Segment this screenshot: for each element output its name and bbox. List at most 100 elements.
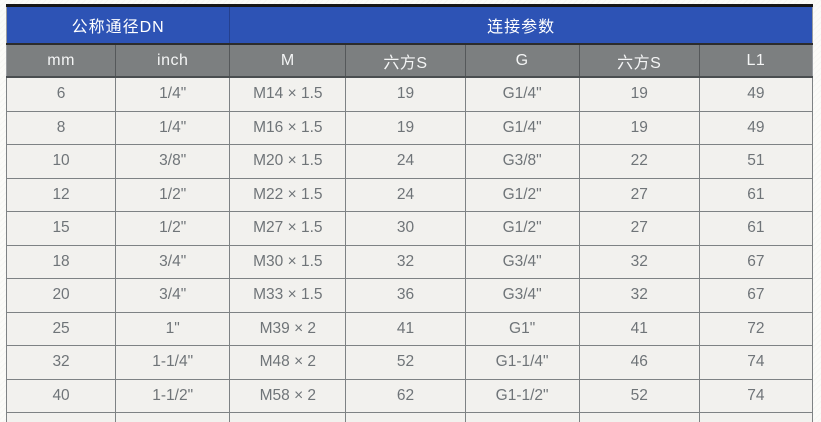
table-cell: 12 bbox=[5, 177, 117, 212]
table-cell: 1/2" bbox=[115, 211, 231, 246]
table-cell: 30 bbox=[345, 211, 466, 246]
table-cell: 1-1/2" bbox=[115, 378, 231, 413]
table-cell: 52 bbox=[345, 345, 466, 380]
table-cell: 24 bbox=[345, 144, 466, 179]
table-cell: G1" bbox=[464, 311, 580, 346]
table-cell: 32 bbox=[5, 345, 117, 380]
table-cell: 41 bbox=[578, 311, 700, 346]
table-cell: 74 bbox=[698, 345, 814, 380]
table-cell: 1/4" bbox=[115, 77, 231, 112]
table-cell: 67 bbox=[698, 278, 814, 313]
table-cell: 72 bbox=[345, 412, 466, 422]
table-cell: G1/2" bbox=[464, 177, 580, 212]
table-row: 12 1/2" M22 × 1.5 24 G1/2" 27 61 bbox=[5, 177, 814, 212]
column-header-cell: G bbox=[465, 44, 580, 78]
table-cell: 72 bbox=[698, 311, 814, 346]
table-cell: M30 × 1.5 bbox=[229, 244, 347, 279]
table-row: 32 1-1/4" M48 × 2 52 G1-1/4" 46 74 bbox=[5, 345, 814, 380]
table-cell: 19 bbox=[578, 110, 700, 145]
table-cell: 41 bbox=[345, 311, 466, 346]
table-cell: 18 bbox=[5, 244, 117, 279]
column-header-cell: 六方S bbox=[579, 44, 700, 78]
table-cell: 27 bbox=[578, 211, 700, 246]
table-cell: 1-1/4" bbox=[115, 345, 231, 380]
table-cell: 46 bbox=[578, 345, 700, 380]
table-cell: 3/4" bbox=[115, 244, 231, 279]
column-header-cell: mm bbox=[6, 44, 117, 78]
table-cell: 32 bbox=[578, 244, 700, 279]
table-cell: G3/4" bbox=[464, 244, 580, 279]
table-cell: 15 bbox=[5, 211, 117, 246]
table-cell: 20 bbox=[5, 278, 117, 313]
table-row: 18 3/4" M30 × 1.5 32 G3/4" 32 67 bbox=[5, 244, 814, 279]
table-body: 6 1/4" M14 × 1.5 19 G1/4" 19 49 8 1/4" M16 × 1.5 1… bbox=[5, 77, 814, 422]
table-row: 8 1/4" M16 × 1.5 19 G1/4" 19 49 bbox=[5, 110, 814, 145]
table-row: 40 1-1/2" M58 × 2 62 G1-1/2" 52 74 bbox=[5, 378, 814, 413]
column-header-cell: 六方S bbox=[345, 44, 466, 78]
table-cell: M70 × 2 bbox=[229, 412, 347, 422]
connection-parameters-table: 公称通径DN 连接参数 mm inch M 六方S G 六方S L1 6 1/4" M14 × 1… bbox=[5, 4, 814, 422]
table-cell: 61 bbox=[698, 211, 814, 246]
table-cell: 67 bbox=[698, 244, 814, 279]
table-row: 6 1/4" M14 × 1.5 19 G1/4" 19 49 bbox=[5, 77, 814, 112]
table-cell: 10 bbox=[5, 144, 117, 179]
table-cell: M39 × 2 bbox=[229, 311, 347, 346]
table-cell: 50 bbox=[5, 412, 117, 422]
table-row: 502"M70 × 272G2"6280 bbox=[5, 412, 814, 422]
table-cell: 49 bbox=[698, 77, 814, 112]
table-cell: M48 × 2 bbox=[229, 345, 347, 380]
table-row: 25 1" M39 × 2 41 G1" 41 72 bbox=[5, 311, 814, 346]
header-group-cell: 连接参数 bbox=[229, 5, 813, 45]
table-cell: G3/8" bbox=[464, 144, 580, 179]
table-cell: M14 × 1.5 bbox=[229, 77, 347, 112]
column-header-cell: inch bbox=[115, 44, 231, 78]
column-header-cell: M bbox=[229, 44, 347, 78]
table-cell: 62 bbox=[578, 412, 700, 422]
header-group-cell: 公称通径DN bbox=[6, 5, 231, 45]
table-cell: 1" bbox=[115, 311, 231, 346]
column-header-row: mm inch M 六方S G 六方S L1 bbox=[6, 44, 813, 78]
table-cell: 8 bbox=[5, 110, 117, 145]
column-header-cell: L1 bbox=[699, 44, 813, 78]
table-row: 20 3/4" M33 × 1.5 36 G3/4" 32 67 bbox=[5, 278, 814, 313]
table-cell: 2" bbox=[115, 412, 231, 422]
table-cell: 1/4" bbox=[115, 110, 231, 145]
table-cell: 27 bbox=[578, 177, 700, 212]
table-cell: G1-1/4" bbox=[464, 345, 580, 380]
table-cell: 49 bbox=[698, 110, 814, 145]
table-cell: 3/4" bbox=[115, 278, 231, 313]
table-cell: 80 bbox=[698, 412, 814, 422]
table-cell: 62 bbox=[345, 378, 466, 413]
table-cell: 24 bbox=[345, 177, 466, 212]
table-cell: M16 × 1.5 bbox=[229, 110, 347, 145]
table-cell: 40 bbox=[5, 378, 117, 413]
table-cell: G1/2" bbox=[464, 211, 580, 246]
table-cell: 25 bbox=[5, 311, 117, 346]
table-cell: M58 × 2 bbox=[229, 378, 347, 413]
header-group-row: 公称通径DN 连接参数 bbox=[6, 5, 813, 45]
table-cell: 19 bbox=[578, 77, 700, 112]
table-cell: G1/4" bbox=[464, 110, 580, 145]
table-row: 10 3/8" M20 × 1.5 24 G3/8" 22 51 bbox=[5, 144, 814, 179]
table-cell: M22 × 1.5 bbox=[229, 177, 347, 212]
table-cell: M20 × 1.5 bbox=[229, 144, 347, 179]
table-cell: 61 bbox=[698, 177, 814, 212]
table-cell: 36 bbox=[345, 278, 466, 313]
table-cell: 19 bbox=[345, 110, 466, 145]
table-cell: 1/2" bbox=[115, 177, 231, 212]
table-cell: 32 bbox=[578, 278, 700, 313]
table-cell: 6 bbox=[5, 77, 117, 112]
table-cell: 3/8" bbox=[115, 144, 231, 179]
table-cell: 19 bbox=[345, 77, 466, 112]
table-cell: 51 bbox=[698, 144, 814, 179]
table-cell: 74 bbox=[698, 378, 814, 413]
table-cell: G3/4" bbox=[464, 278, 580, 313]
table-cell: M33 × 1.5 bbox=[229, 278, 347, 313]
table-cell: G2" bbox=[464, 412, 580, 422]
table-row: 15 1/2" M27 × 1.5 30 G1/2" 27 61 bbox=[5, 211, 814, 246]
table-cell: G1-1/2" bbox=[464, 378, 580, 413]
table-cell: 52 bbox=[578, 378, 700, 413]
table-cell: 32 bbox=[345, 244, 466, 279]
table-cell: G1/4" bbox=[464, 77, 580, 112]
